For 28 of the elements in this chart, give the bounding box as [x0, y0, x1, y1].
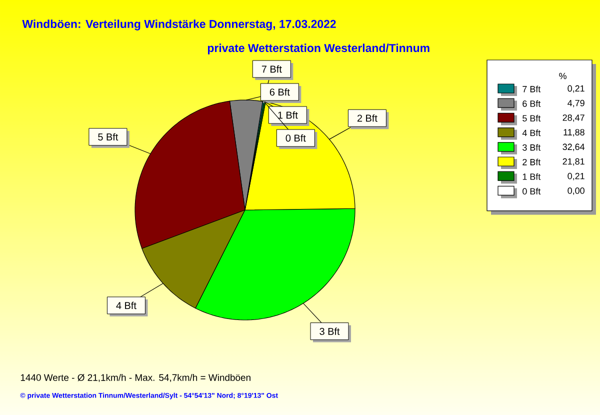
chart-title: Windböen: Verteilung Windstärke Donnerstag, 17.03.2022 [22, 20, 336, 30]
legend-title: % [559, 72, 566, 80]
slice-label: 6 Bft [270, 88, 290, 96]
chart-subtitle: private Wetterstation Westerland/Tinnum [208, 44, 430, 54]
data-label: 21,81 [562, 158, 584, 166]
data-label: 28,47 [562, 114, 584, 122]
category-label: 0 Bft [286, 134, 306, 142]
legend-label: 3 Bft [522, 144, 541, 151]
legend-label: 1 Bft [522, 173, 541, 180]
slice-label: 4 Bft [116, 302, 136, 310]
slice-label: 2 Bft [357, 114, 378, 122]
legend-label: 6 Bft [522, 100, 541, 107]
data-label: 32,64 [562, 144, 585, 152]
slice-label: 5 Bft [98, 133, 118, 141]
legend-label: 2 Bft [522, 158, 541, 166]
data-label: 11,88 [564, 129, 584, 136]
slice-label: 3 Bft [320, 328, 340, 335]
data-label: 0,21 [568, 85, 584, 93]
data-label: 4,79 [568, 100, 584, 108]
legend-label: 4 Bft [522, 130, 541, 136]
data-label: 0,21 [568, 172, 584, 180]
legend-label: 0 Bft [522, 188, 541, 194]
category-label: 1 Bft [278, 111, 298, 119]
text: 0,00 [568, 187, 584, 195]
slice-label: 7 Bft [262, 65, 282, 73]
legend-label: 7 Bft [522, 86, 541, 92]
text: 1440 Werte - Ø 21,1km/h - Max. 54,7km/h = Windböen [20, 374, 250, 382]
legend-label: 5 Bft [522, 114, 541, 122]
